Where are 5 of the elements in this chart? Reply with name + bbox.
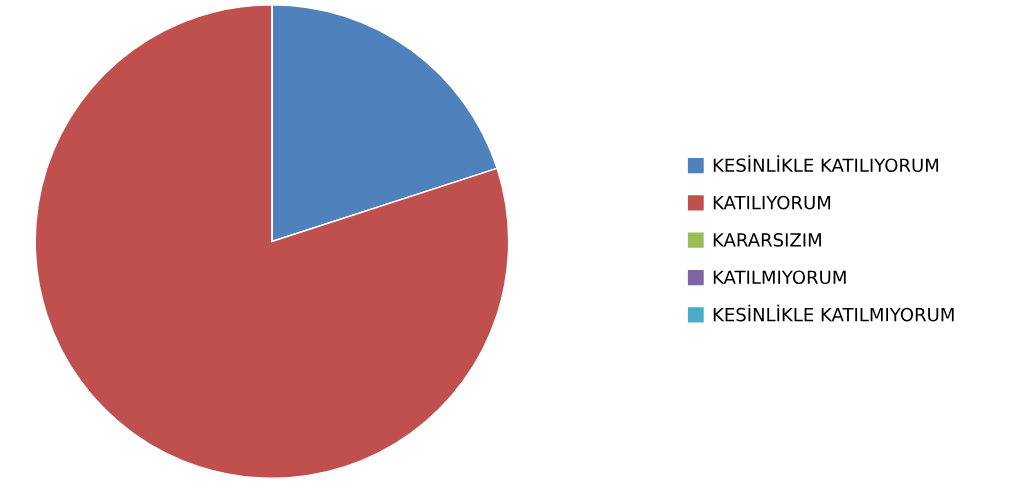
legend-label: KESİNLİKLE KATILIYORUM bbox=[713, 155, 939, 173]
legend-label: KATILMIYORUM bbox=[713, 270, 846, 285]
legend-label: KATILIYORUM bbox=[713, 195, 831, 210]
legend-label: KESİNLİKLE KATILMIYORUM bbox=[713, 304, 954, 322]
legend-label: KARARSIZIM bbox=[713, 233, 821, 247]
